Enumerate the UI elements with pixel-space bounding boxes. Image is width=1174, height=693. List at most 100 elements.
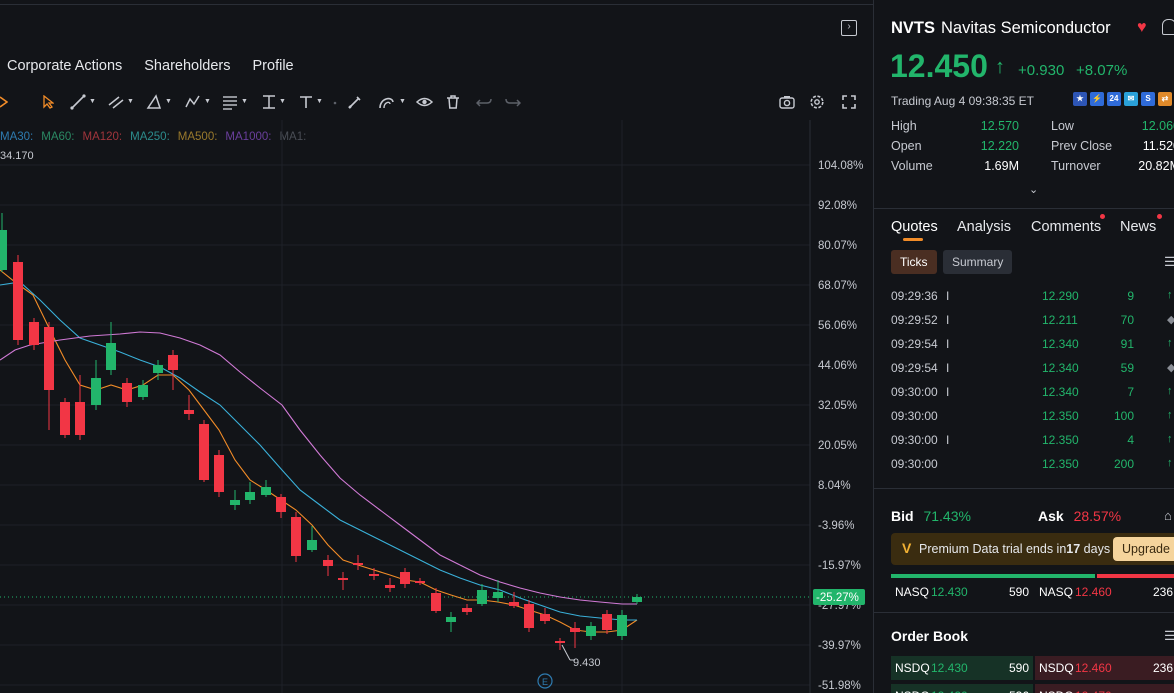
stat-label: Open (891, 139, 922, 153)
ask-label: Ask (1038, 508, 1064, 524)
fire-icon[interactable] (0, 92, 8, 112)
tab-comments[interactable]: Comments (1031, 219, 1102, 235)
candle-body (138, 385, 148, 397)
low-price-marker: 9.430 (573, 657, 601, 669)
candle-body (540, 614, 550, 621)
tab-news[interactable]: News (1120, 219, 1157, 235)
tab-shareholders[interactable]: Shareholders (144, 58, 231, 74)
ma-legend-item[interactable]: MA120: (82, 131, 123, 143)
tick-direction-icon: ↑ (1167, 385, 1173, 397)
candle-body (184, 410, 194, 414)
lightning-badge-icon[interactable]: ⚡ (1090, 92, 1104, 106)
trend-line-icon[interactable]: ▼ (70, 92, 96, 112)
ma-legend-item[interactable]: MA250: (130, 131, 170, 143)
24h-badge-icon[interactable]: 24 (1107, 92, 1121, 106)
ask-strength-bar (1097, 574, 1174, 578)
measure-icon[interactable]: ▼ (263, 95, 286, 109)
tab-quotes[interactable]: Quotes (891, 219, 938, 235)
trash-icon[interactable] (446, 92, 460, 112)
chart-area[interactable]: › Corporate Actions Shareholders Profile… (0, 0, 873, 693)
book-bid-size: 590 (1009, 661, 1030, 675)
redo-icon[interactable] (505, 92, 521, 112)
current-pct-badge-text: -25.27% (816, 592, 859, 604)
tick-volume: 7 (1127, 385, 1134, 399)
tick-row: 09:30:00 12.350 200 ↑ (891, 457, 1174, 475)
tick-row: 09:29:36 I 12.290 9 ↑ (891, 289, 1174, 307)
ma-legend-item[interactable]: MA60: (41, 131, 75, 143)
text-tool-icon[interactable]: ▼ (299, 92, 323, 112)
bank-icon[interactable]: ⌂ (1164, 508, 1172, 523)
heart-icon[interactable]: ♥ (1137, 19, 1147, 36)
collapse-panel-icon[interactable]: › (841, 20, 857, 36)
tick-time: 09:29:54 (891, 361, 938, 375)
order-book-menu-icon[interactable]: ☰ (1164, 628, 1174, 644)
tick-price: 12.340 (1042, 385, 1079, 399)
tick-time: 09:30:00 (891, 409, 938, 423)
ticks-toggle[interactable]: Ticks (891, 250, 937, 274)
summary-toggle[interactable]: Summary (943, 250, 1013, 274)
price-change: +0.930 (1018, 62, 1065, 79)
market-badges[interactable]: ★ ⚡ 24 ✉ S ⇄ (1073, 92, 1172, 106)
undo-icon[interactable] (476, 92, 492, 112)
book-ask-price: 12.470 (1075, 684, 1112, 693)
ma-legend-item[interactable]: MA1000: (225, 131, 272, 143)
chat-badge-icon[interactable]: ✉ (1124, 92, 1138, 106)
cursor-icon[interactable] (42, 92, 54, 112)
stat-label: Prev Close (1051, 139, 1113, 153)
y-axis-label: 56.06% (818, 320, 857, 332)
parallel-channel-icon[interactable]: ▼ (108, 92, 134, 112)
ticker-symbol: NVTS (891, 19, 936, 37)
ma-legend-item[interactable]: MA30: (0, 131, 34, 143)
upgrade-button[interactable]: Upgrade (1113, 537, 1174, 561)
brush-icon[interactable] (347, 92, 363, 112)
moving-average-legend[interactable]: MA30: MA60: MA120: MA250: MA500: MA1000: MA1: (0, 131, 306, 143)
fullscreen-icon[interactable] (842, 92, 856, 112)
tick-time: 09:30:00 (891, 433, 938, 447)
candle-body (493, 592, 503, 598)
news-notification-dot (1157, 214, 1162, 219)
candle-body (0, 230, 7, 270)
tab-profile[interactable]: Profile (252, 58, 294, 74)
ma-legend-item[interactable]: MA1: (279, 131, 307, 143)
tick-volume: 91 (1120, 337, 1134, 351)
us-flag-icon[interactable]: ★ (1073, 92, 1087, 106)
candle-body (369, 574, 379, 576)
triangle-tool-icon[interactable]: ▼ (146, 92, 172, 112)
tab-corporate-actions[interactable]: Corporate Actions (7, 58, 123, 74)
book-ask-exchange: NSDQ (1039, 661, 1074, 675)
trial-text: Premium Data trial ends in17 days (919, 542, 1111, 556)
tick-price: 12.340 (1042, 361, 1079, 375)
earnings-marker: E (542, 677, 548, 687)
candle-body (168, 355, 178, 370)
tick-flag: I (946, 433, 950, 447)
nbbo-row: NASQ 12.430 590 NASQ 12.460 236 (891, 580, 1174, 604)
candle-body (462, 608, 472, 612)
tick-volume: 100 (1113, 409, 1134, 423)
candle-body (353, 563, 363, 565)
alert-bell-icon[interactable] (1162, 19, 1174, 35)
list-menu-icon[interactable]: ☰ (1164, 254, 1174, 270)
camera-icon[interactable] (779, 92, 795, 112)
nbbo-ask-price: 12.460 (1075, 585, 1112, 599)
chevron-down-icon[interactable]: ⌄ (1029, 184, 1039, 196)
bid-label: Bid (891, 508, 914, 524)
y-axis-label: 68.07% (818, 280, 857, 292)
magnet-icon[interactable]: ▼ (378, 92, 406, 112)
bid-ratio: Bid 71.43% (891, 508, 971, 524)
candle-body (446, 617, 456, 622)
eye-icon[interactable] (416, 92, 433, 112)
tab-analysis[interactable]: Analysis (957, 219, 1011, 235)
ma5-line (0, 269, 638, 633)
tick-volume: 9 (1127, 289, 1134, 303)
s-badge-icon[interactable]: S (1141, 92, 1155, 106)
options-badge-icon[interactable]: ⇄ (1158, 92, 1172, 106)
y-axis-label: 44.06% (818, 360, 857, 372)
ask-percent: 28.57% (1073, 508, 1122, 524)
book-bid-size: 536 (1009, 684, 1029, 693)
candlestick-chart[interactable]: 104.08% 92.08% 80.07% 68.07% 56.06% 44.06% 32.… (0, 120, 873, 693)
settings-gear-icon[interactable] (809, 92, 825, 112)
pattern-tool-icon[interactable]: ▼ (185, 92, 211, 112)
ma-legend-item[interactable]: MA500: (177, 131, 218, 143)
fibonacci-icon[interactable]: ▼ (223, 96, 248, 110)
